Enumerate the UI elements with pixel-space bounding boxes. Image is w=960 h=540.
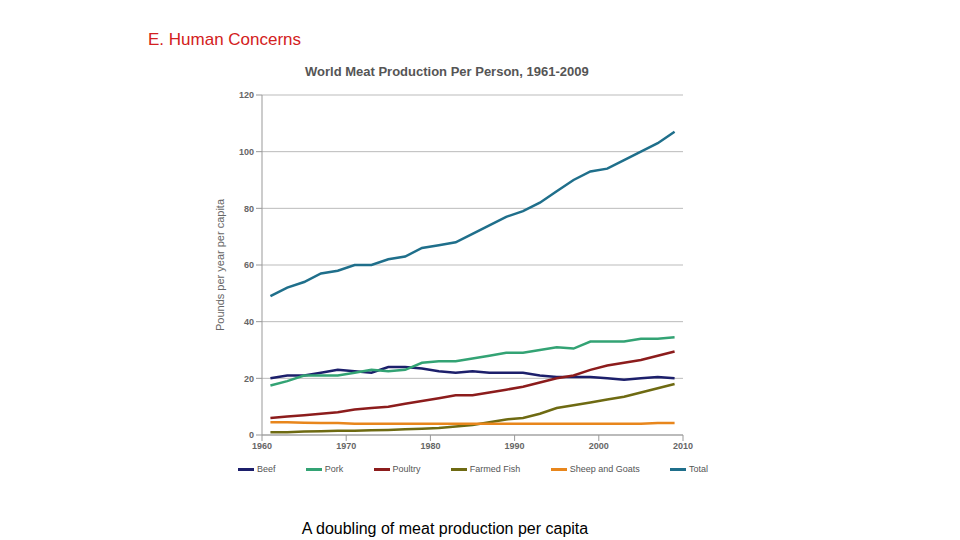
svg-text:2010: 2010 <box>673 441 693 451</box>
svg-text:20: 20 <box>244 374 254 384</box>
svg-text:40: 40 <box>244 317 254 327</box>
html-text:Poultry: Poultry <box>392 464 421 474</box>
svg-text:60: 60 <box>244 260 254 270</box>
html-text:World Meat Production Per Pers: World Meat Production Per Person, 1961-2… <box>305 64 589 79</box>
svg-text:1970: 1970 <box>336 441 356 451</box>
html-text:E. Human Concerns: E. Human Concerns <box>148 30 302 49</box>
svg-text:1960: 1960 <box>252 441 272 451</box>
html-text:Sheep and Goats: Sheep and Goats <box>569 464 640 474</box>
svg-text:1980: 1980 <box>420 441 440 451</box>
svg-text:80: 80 <box>244 204 254 214</box>
html-text:Total: Total <box>689 464 708 474</box>
svg-text:120: 120 <box>239 90 254 100</box>
svg-text:Pounds per year per capita: Pounds per year per capita <box>214 198 226 331</box>
svg-text:0: 0 <box>249 430 254 440</box>
svg-text:2000: 2000 <box>589 441 609 451</box>
html-text:A doubling of meat production: A doubling of meat production per capita <box>301 520 589 537</box>
html-text:Beef: Beef <box>257 464 276 474</box>
html-text:Pork: Pork <box>324 464 344 474</box>
svg-text:100: 100 <box>239 147 254 157</box>
svg-text:1990: 1990 <box>505 441 525 451</box>
html-text:Farmed Fish: Farmed Fish <box>469 464 521 474</box>
